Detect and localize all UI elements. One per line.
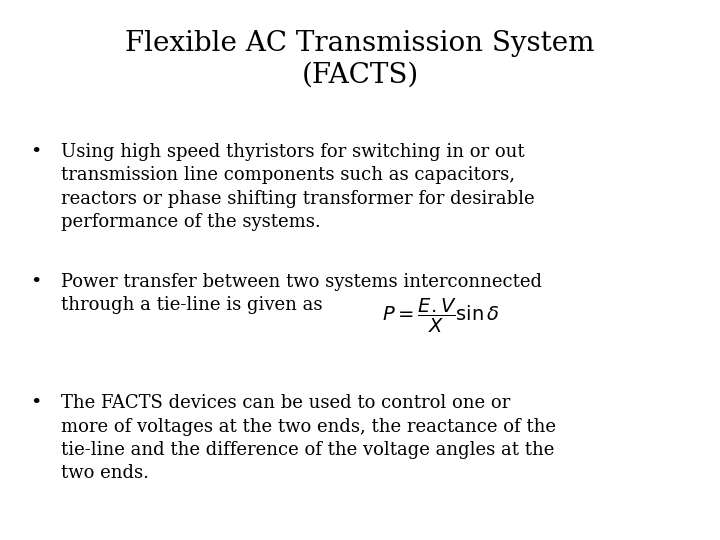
Text: Flexible AC Transmission System
(FACTS): Flexible AC Transmission System (FACTS) bbox=[125, 30, 595, 89]
Text: Using high speed thyristors for switching in or out
transmission line components: Using high speed thyristors for switchin… bbox=[61, 143, 535, 231]
Text: $P = \dfrac{E.V}{X}\sin\delta$: $P = \dfrac{E.V}{X}\sin\delta$ bbox=[382, 297, 500, 335]
Text: •: • bbox=[30, 394, 42, 412]
Text: •: • bbox=[30, 143, 42, 161]
Text: Power transfer between two systems interconnected
through a tie-line is given as: Power transfer between two systems inter… bbox=[61, 273, 542, 314]
Text: •: • bbox=[30, 273, 42, 291]
Text: The FACTS devices can be used to control one or
more of voltages at the two ends: The FACTS devices can be used to control… bbox=[61, 394, 557, 482]
